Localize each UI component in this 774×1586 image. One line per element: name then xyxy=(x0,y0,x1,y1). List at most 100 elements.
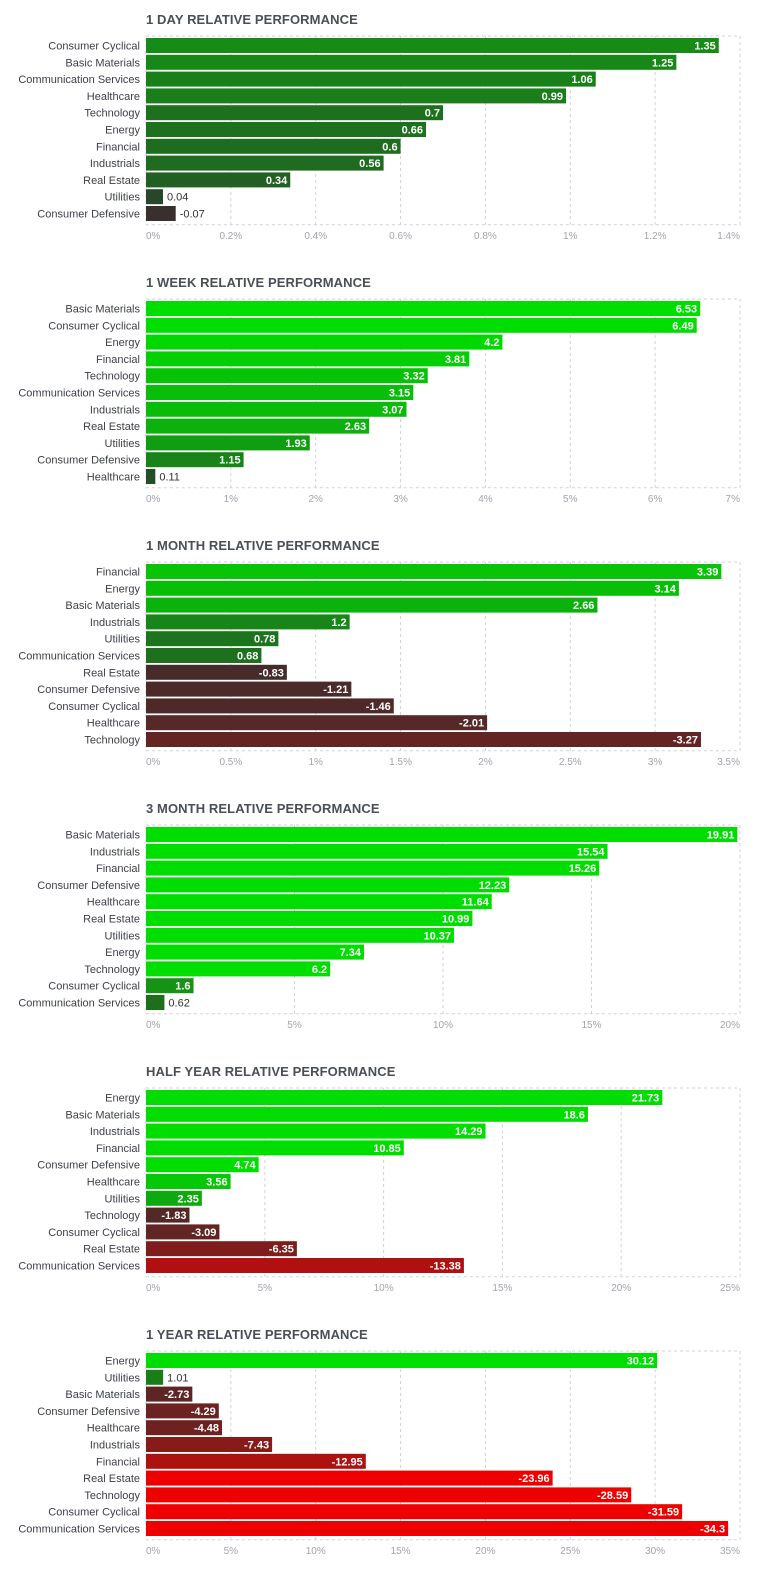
bar-technology[interactable] xyxy=(146,105,443,121)
bar-technology[interactable] xyxy=(146,1487,632,1503)
bar-real-estate[interactable] xyxy=(146,1241,297,1257)
bar-technology[interactable] xyxy=(146,368,428,384)
x-tick-label: 1% xyxy=(308,757,323,768)
bar-value-label: 3.39 xyxy=(697,567,718,579)
bar-consumer-defensive[interactable] xyxy=(146,681,352,697)
bar-consumer-defensive[interactable] xyxy=(146,1157,259,1173)
bar-real-estate[interactable] xyxy=(146,911,473,926)
bar-value-label: 18.6 xyxy=(564,1109,585,1121)
bar-energy[interactable] xyxy=(146,122,427,137)
bar-real-estate[interactable] xyxy=(146,172,291,188)
category-label: Consumer Defensive xyxy=(37,1406,140,1418)
x-tick-label: 15% xyxy=(581,1020,601,1031)
bar-real-estate[interactable] xyxy=(146,664,287,680)
bar-communication-services[interactable] xyxy=(146,385,414,400)
bar-consumer-cyclical[interactable] xyxy=(146,978,194,994)
bar-communication-services[interactable] xyxy=(146,648,262,663)
bar-healthcare[interactable] xyxy=(146,1420,223,1436)
bar-industrials[interactable] xyxy=(146,1123,486,1139)
bar-utilities[interactable] xyxy=(146,631,279,647)
bar-value-label: 3.15 xyxy=(389,388,410,400)
bar-consumer-defensive[interactable] xyxy=(146,1403,219,1419)
bar-healthcare[interactable] xyxy=(146,469,156,484)
bar-energy[interactable] xyxy=(146,944,364,960)
x-tick-label: 25% xyxy=(560,1546,580,1557)
bar-communication-services[interactable] xyxy=(146,71,596,87)
bar-value-label: 0.66 xyxy=(402,125,423,137)
bar-value-label: 15.54 xyxy=(577,846,605,858)
bar-consumer-cyclical[interactable] xyxy=(146,38,719,53)
chart-title: 3 MONTH RELATIVE PERFORMANCE xyxy=(146,801,380,816)
bar-healthcare[interactable] xyxy=(146,88,567,104)
bar-value-label: 7.34 xyxy=(340,947,362,959)
category-label: Financial xyxy=(96,1143,140,1155)
bar-value-label: 6.49 xyxy=(672,320,693,332)
category-label: Financial xyxy=(96,141,140,153)
bar-basic-materials[interactable] xyxy=(146,54,677,70)
category-label: Basic Materials xyxy=(65,830,140,842)
bar-consumer-cyclical[interactable] xyxy=(146,1504,683,1520)
bar-basic-materials[interactable] xyxy=(146,1106,588,1122)
bar-real-estate[interactable] xyxy=(146,1470,553,1486)
bar-communication-services[interactable] xyxy=(146,995,165,1010)
chart-panel-1-week-relative-performance: 1 WEEK RELATIVE PERFORMANCE 0% 1% 2% 3% 4% 5% 6… xyxy=(0,263,774,526)
bar-value-label: 6.2 xyxy=(312,964,327,976)
category-label: Real Estate xyxy=(83,421,140,433)
bar-real-estate[interactable] xyxy=(146,418,370,434)
bar-consumer-cyclical[interactable] xyxy=(146,698,394,714)
bar-industrials[interactable] xyxy=(146,843,608,859)
bar-utilities[interactable] xyxy=(146,1190,202,1206)
bar-consumer-cyclical[interactable] xyxy=(146,317,697,333)
bar-basic-materials[interactable] xyxy=(146,1386,193,1402)
category-label: Communication Services xyxy=(18,998,140,1010)
bar-consumer-defensive[interactable] xyxy=(146,877,510,893)
bar-industrials[interactable] xyxy=(146,401,407,417)
bar-utilities[interactable] xyxy=(146,435,310,451)
bar-basic-materials[interactable] xyxy=(146,597,598,613)
bar-financial[interactable] xyxy=(146,564,722,579)
x-tick-label: 3.5% xyxy=(717,757,740,768)
bar-financial[interactable] xyxy=(146,860,600,876)
x-tick-label: 2.5% xyxy=(559,757,582,768)
bar-industrials[interactable] xyxy=(146,155,384,171)
bar-utilities[interactable] xyxy=(146,1369,164,1385)
bar-communication-services[interactable] xyxy=(146,1258,464,1273)
bar-healthcare[interactable] xyxy=(146,1174,231,1189)
bar-industrials[interactable] xyxy=(146,1437,273,1452)
bar-communication-services[interactable] xyxy=(146,1521,729,1536)
bar-consumer-cyclical[interactable] xyxy=(146,1224,220,1240)
bar-technology[interactable] xyxy=(146,1207,190,1223)
x-tick-label: 1% xyxy=(563,231,578,242)
bar-basic-materials[interactable] xyxy=(146,301,701,316)
bar-energy[interactable] xyxy=(146,1090,663,1105)
bar-value-label: -4.29 xyxy=(191,1406,216,1418)
bar-financial[interactable] xyxy=(146,1453,366,1469)
bar-basic-materials[interactable] xyxy=(146,827,738,842)
bar-technology[interactable] xyxy=(146,732,701,747)
x-tick-label: 35% xyxy=(720,1546,740,1557)
bar-technology[interactable] xyxy=(146,961,331,977)
bar-value-label: 3.32 xyxy=(403,371,424,383)
bar-energy[interactable] xyxy=(146,1353,658,1368)
bar-energy[interactable] xyxy=(146,334,503,350)
bar-utilities[interactable] xyxy=(146,927,454,943)
bar-financial[interactable] xyxy=(146,1140,404,1156)
x-tick-label: 3% xyxy=(393,494,408,505)
bar-industrials[interactable] xyxy=(146,614,350,630)
x-tick-label: 1.5% xyxy=(389,757,412,768)
x-tick-label: 0.4% xyxy=(304,231,327,242)
bar-healthcare[interactable] xyxy=(146,715,488,731)
bar-financial[interactable] xyxy=(146,138,401,154)
category-label: Consumer Cyclical xyxy=(48,1507,140,1519)
bar-consumer-defensive[interactable] xyxy=(146,206,176,221)
bar-energy[interactable] xyxy=(146,580,679,596)
bar-value-label: 12.23 xyxy=(479,880,507,892)
bar-financial[interactable] xyxy=(146,351,470,367)
bar-consumer-defensive[interactable] xyxy=(146,452,244,468)
bar-utilities[interactable] xyxy=(146,189,163,205)
bar-value-label: 10.85 xyxy=(373,1143,401,1155)
chart-svg: 0% 0.5% 1% 1.5% 2% 2.5% 3% 3.5% Financial 3.39 Ene… xyxy=(18,561,741,768)
x-tick-label: 0% xyxy=(146,757,161,768)
category-label: Energy xyxy=(105,337,140,349)
bar-healthcare[interactable] xyxy=(146,894,492,910)
